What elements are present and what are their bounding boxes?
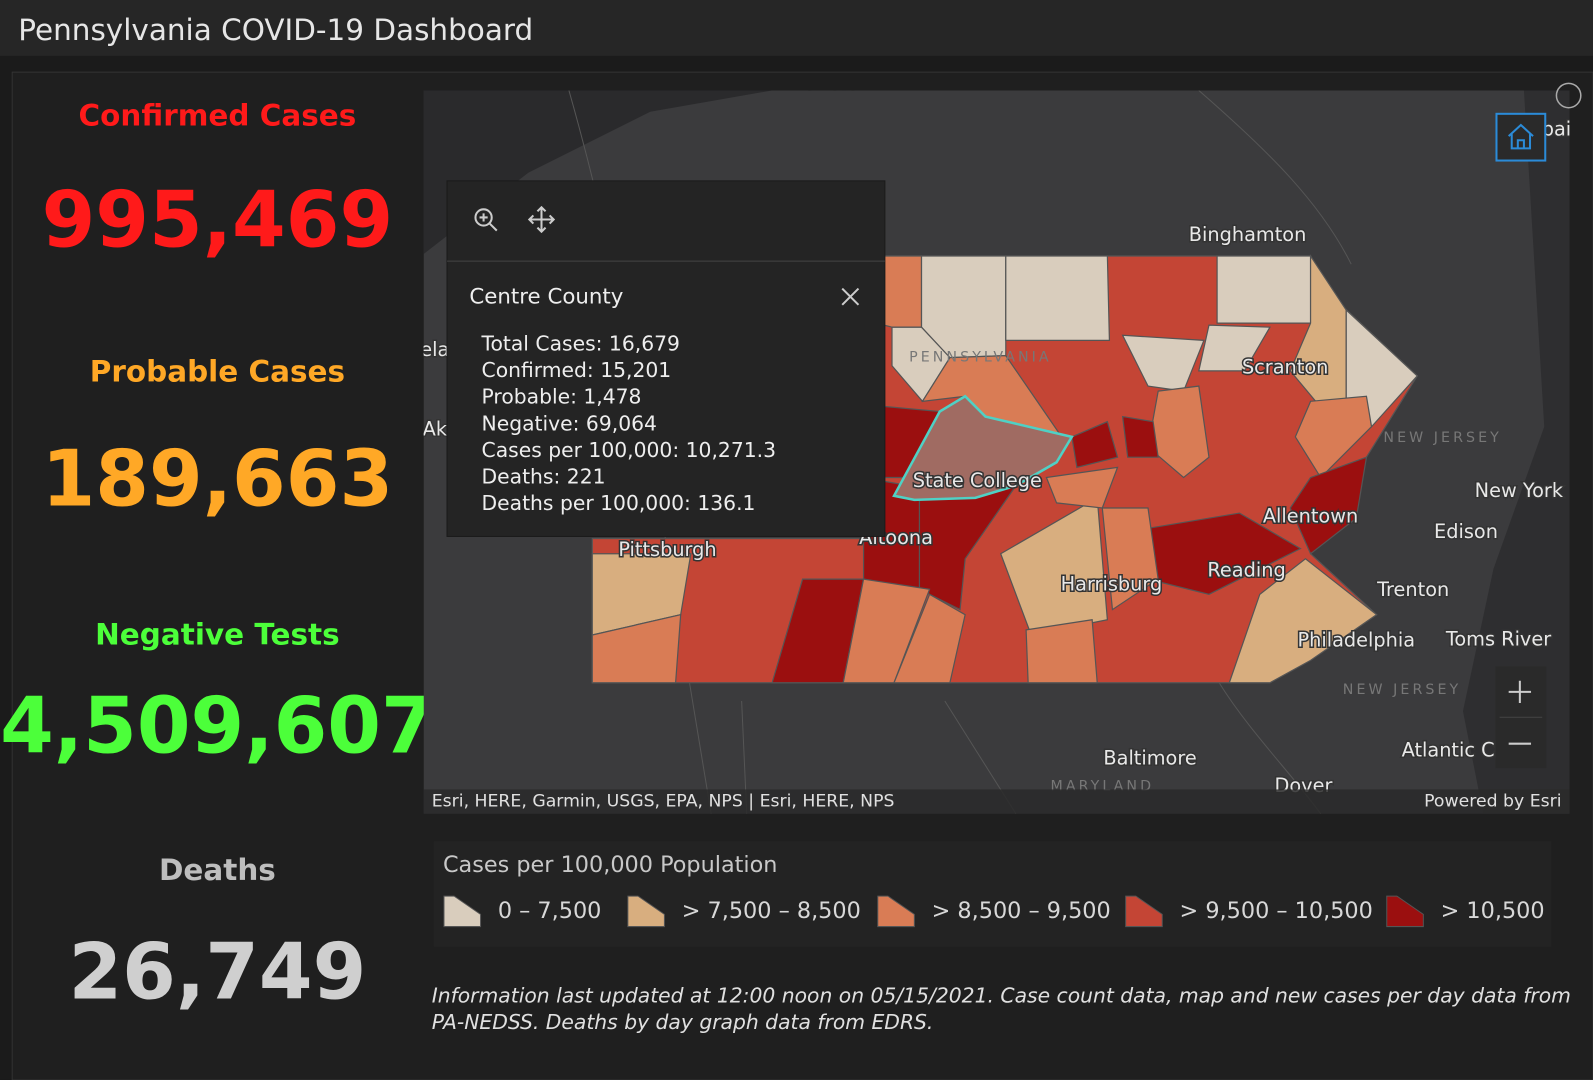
indicator-label: Confirmed Cases — [79, 98, 357, 132]
popup-title: Centre County — [469, 285, 623, 310]
map-label: Edison — [1434, 520, 1498, 543]
indicators: Confirmed Cases 995,469 Probable Cases 189,… — [0, 98, 435, 1017]
attribution: Esri, HERE, Garmin, USGS, EPA, NPS | Esr… — [432, 792, 895, 812]
map-label: Allentown — [1263, 505, 1358, 528]
map-label: Philadelphia — [1298, 629, 1416, 652]
indicator-label: Probable Cases — [90, 354, 345, 388]
map-label: Baltimore — [1103, 746, 1196, 769]
map-label: ela — [420, 338, 449, 361]
popup-field: Cases per 100,000: 10,271.3 — [482, 438, 776, 462]
map-label: Pittsburgh — [618, 538, 716, 561]
legend-label: > 8,500 – 9,500 — [932, 898, 1111, 924]
header-title: Pennsylvania COVID-19 Dashboard — [18, 13, 533, 47]
legend-label: 0 – 7,500 — [498, 898, 602, 924]
popup-close[interactable] — [841, 287, 860, 306]
map-label: New York — [1475, 479, 1564, 502]
map-label: NEW JERSEY — [1343, 682, 1461, 698]
zoom-in[interactable] — [1508, 680, 1532, 704]
popup: Centre County Total Cases: 16,679 Confirm… — [446, 180, 886, 537]
indicator-value: 189,663 — [42, 435, 394, 525]
map-label: Toms River — [1445, 628, 1551, 651]
popup-field: Negative: 69,064 — [482, 411, 657, 435]
pan-button[interactable] — [527, 205, 556, 234]
popup-field: Probable: 1,478 — [482, 385, 642, 409]
fullscreen-button[interactable] — [1555, 82, 1582, 109]
home-button[interactable] — [1495, 112, 1547, 162]
counties — [591, 254, 1419, 684]
popup-panel — [446, 180, 886, 537]
popup-field: Total Cases: 16,679 — [481, 331, 680, 355]
map-label: Reading — [1207, 558, 1285, 581]
indicator-value: 26,749 — [68, 927, 366, 1017]
legend-box — [433, 841, 1552, 947]
map-label: Ak — [423, 417, 448, 440]
indicator-label: Deaths — [159, 853, 276, 887]
map-label: Buffalo — [791, 71, 859, 94]
map[interactable]: BuffaloelaAkbaiBinghamtonScrantonNEW JER… — [420, 71, 1571, 814]
legend-label: > 10,500 — [1441, 898, 1545, 924]
powered-by[interactable]: Powered by Esri — [1424, 792, 1561, 812]
header-bar — [0, 0, 1593, 56]
indicator-value: 4,509,607 — [0, 681, 435, 771]
map-label: Trenton — [1376, 578, 1449, 601]
legend-swatch — [627, 895, 665, 928]
ocean — [1462, 90, 1570, 814]
legend-label: > 7,500 – 8,500 — [682, 898, 861, 924]
popup-field: Confirmed: 15,201 — [482, 358, 672, 382]
map-label: Harrisburg — [1061, 573, 1163, 596]
popup-field: Deaths per 100,000: 136.1 — [482, 491, 756, 515]
legend-swatch — [1386, 895, 1424, 928]
map-label: Scranton — [1242, 355, 1328, 378]
map-label: NEW JERSEY — [1383, 430, 1501, 446]
map-label: Atlantic Ci — [1402, 738, 1500, 761]
map-label: Binghamton — [1189, 223, 1307, 246]
footnote: Information last updated at 12:00 noon o… — [432, 984, 1571, 1008]
indicator-label: Negative Tests — [95, 618, 339, 652]
zoom-to-button[interactable] — [474, 208, 498, 232]
legend-swatch — [1125, 895, 1163, 928]
indicator-value: 995,469 — [42, 176, 394, 266]
popup-field: Deaths: 221 — [482, 465, 606, 489]
map-label: State College — [913, 469, 1042, 492]
footnote: PA-NEDSS. Deaths by day graph data from … — [432, 1010, 934, 1034]
map-label: PENNSYLVANIA — [909, 350, 1052, 366]
attribution-bar — [423, 789, 1570, 814]
legend-swatch — [443, 895, 482, 928]
lake — [423, 90, 773, 255]
legend-swatch — [877, 895, 915, 928]
legend-label: > 9,500 – 10,500 — [1180, 898, 1373, 924]
legend-title: Cases per 100,000 Population — [443, 852, 778, 878]
home-icon — [1507, 123, 1534, 150]
